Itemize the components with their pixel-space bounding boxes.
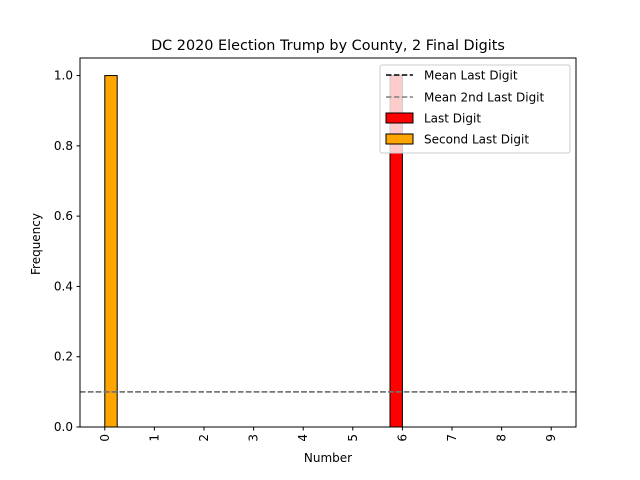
legend-swatch-last-digit [385,112,414,124]
x-axis-label: Number [304,451,352,465]
legend: Mean Last Digit Mean 2nd Last Digit Last D… [379,64,571,154]
legend-label: Mean 2nd Last Digit [424,91,545,105]
x-tick-label: 7 [445,434,459,442]
x-tick-label: 0 [98,434,112,442]
x-tick-label: 2 [197,434,211,442]
legend-label: Second Last Digit [424,133,529,147]
plot-area: 0.0 0.2 0.4 0.6 0.8 1.0 0 1 2 3 4 5 6 7 8 9 [54,57,577,442]
x-tick-label: 4 [296,434,310,442]
legend-swatch-second-last-digit [385,133,414,145]
y-tick-label: 0.6 [54,209,73,223]
y-tick-label: 1.0 [54,69,73,83]
chart-title: DC 2020 Election Trump by County, 2 Fina… [151,38,505,54]
bar-second-last-digit-0 [104,75,118,428]
y-tick-label: 0.0 [54,420,73,434]
legend-box [379,64,571,154]
legend-label: Last Digit [424,112,481,126]
y-tick-label: 0.8 [54,139,73,153]
y-tick-label: 0.2 [54,350,73,364]
x-tick-label: 8 [495,434,509,442]
x-tick-label: 6 [395,434,409,442]
x-tick-label: 3 [247,434,261,442]
y-tick-label: 0.4 [54,279,73,293]
x-tick-label: 9 [544,434,558,442]
axes-frame [79,57,577,428]
y-axis-label: Frequency [29,213,43,275]
x-tick-label: 5 [346,434,360,442]
legend-label: Mean Last Digit [424,69,518,83]
x-tick-label: 1 [147,434,161,442]
